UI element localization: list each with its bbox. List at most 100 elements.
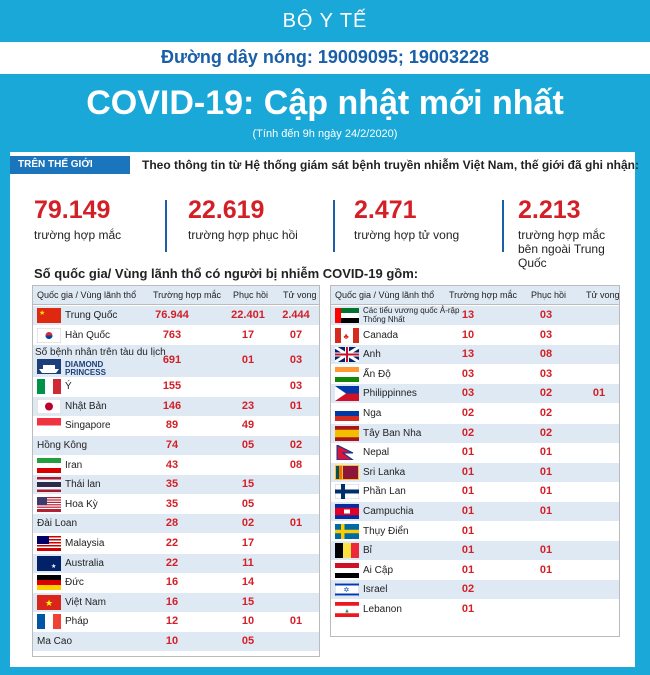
country-name: Trung Quốc [65, 310, 118, 321]
value-cases: 16 [165, 595, 179, 608]
flag-icon [37, 379, 61, 395]
table-row: Campuchia 01 01 [331, 502, 619, 521]
stat-outside-china: 2.213 trường hợp mắc bên ngoài Trung Quố… [518, 196, 628, 270]
column-header-recovered: Phục hồi [233, 290, 269, 300]
country-name: Nga [363, 408, 382, 419]
value-recovered: 02 [539, 407, 553, 419]
table-row: Thái lan 35 15 [33, 475, 319, 495]
table-row: ★ Việt Nam 16 15 [33, 592, 319, 612]
value-cases: 35 [165, 478, 179, 491]
value-cases: 146 [162, 399, 182, 412]
table-row: Iran 43 08 [33, 456, 319, 475]
value-cases: 691 [162, 354, 182, 367]
value-recovered: 03 [539, 367, 553, 380]
country-name: Lebanon [363, 604, 402, 615]
headline: COVID-19: Cập nhật mới nhất [86, 84, 564, 122]
value-recovered: 11 [242, 556, 254, 569]
table-row: Đài Loan 28 02 01 [33, 514, 319, 534]
country-name: Campuchia [363, 506, 414, 517]
flag-icon [334, 345, 360, 364]
value-cases: 01 [461, 524, 475, 537]
value-recovered: 02 [241, 517, 255, 530]
column-header-cases: Trường hợp mắc [449, 290, 518, 300]
hotline-bar [0, 42, 650, 74]
table-row: ▲ Lebanon 01 [331, 600, 619, 619]
table-row: Hồng Kông 74 05 02 [33, 436, 319, 455]
country-name: Canada [363, 329, 399, 341]
country-name: Iran [65, 459, 83, 471]
column-header-deaths: Tử vong [283, 290, 317, 300]
country-name: Việt Nam [65, 596, 106, 608]
stat-label: trường hợp mắc bên ngoài Trung Quốc [518, 228, 606, 270]
value-recovered: 02 [539, 387, 553, 400]
flag-icon [37, 496, 61, 512]
value-cases: 22 [165, 537, 179, 549]
table-row: ★ Australia 22 11 [33, 553, 319, 573]
value-deaths: 01 [289, 399, 303, 412]
table-row: Ai Cập 01 01 [331, 561, 619, 580]
flag-icon [37, 575, 61, 591]
table-header-row: Quốc gia / Vùng lãnh thổ Trường hợp mắc Ph… [33, 286, 319, 305]
value-recovered: 01 [539, 446, 553, 459]
table-row: Tây Ban Nha 02 02 [331, 423, 619, 443]
country-name: Philippinnes [363, 388, 417, 400]
value-recovered: 03 [539, 309, 553, 321]
country-name: Hồng Kông [37, 440, 88, 451]
country-name: Số bệnh nhân trên tàu du lịch [35, 347, 166, 359]
table-row: Philippinnes 03 02 01 [331, 384, 619, 404]
table-row: Đức 16 14 [33, 573, 319, 592]
value-cases: 02 [461, 426, 475, 439]
table-row: ★ Trung Quốc 76.944 22.401 2.444 [33, 306, 319, 325]
table-row: ✡ Israel 02 [331, 580, 619, 600]
value-cases: 01 [461, 563, 475, 576]
country-name: Phần Lan [363, 486, 406, 498]
table-row: Nepal 01 01 [331, 443, 619, 462]
value-cases: 763 [162, 328, 182, 341]
country-name: Australia [65, 557, 104, 569]
table-header-row: Quốc gia / Vùng lãnh thổ Trường hợp mắc Ph… [331, 286, 620, 305]
value-deaths: 02 [289, 439, 303, 451]
flag-icon [37, 614, 61, 630]
value-recovered: 01 [539, 563, 553, 576]
stat-deaths: 2.471 trường hợp tử vong [354, 196, 459, 242]
table-row: Ấn Độ 03 03 [331, 365, 619, 384]
value-recovered: 01 [539, 485, 553, 498]
table-row: Ma Cao 10 05 [33, 632, 319, 651]
divider [502, 200, 504, 252]
country-name: Thụy Điển [363, 525, 409, 537]
value-recovered: 10 [241, 615, 255, 628]
value-deaths: 08 [289, 458, 303, 471]
right-country-table: Quốc gia / Vùng lãnh thổ Trường hợp mắc Ph… [330, 285, 620, 637]
flag-icon [37, 457, 61, 473]
flag-icon: ✡ [334, 581, 360, 598]
header-band [0, 0, 650, 42]
divider [333, 200, 335, 252]
value-recovered: 05 [241, 497, 255, 510]
value-cases: 13 [461, 309, 475, 321]
value-recovered: 01 [241, 354, 255, 367]
value-recovered: 23 [241, 399, 255, 412]
flag-icon [37, 477, 61, 493]
flag-icon: ★ [37, 594, 61, 610]
value-cases: 10 [165, 635, 179, 647]
flag-icon: ★ [37, 308, 61, 323]
table-row: Ý 155 03 [33, 377, 319, 396]
country-name: Ma Cao [37, 636, 73, 647]
value-cases: 02 [461, 407, 475, 419]
stat-label: trường hợp tử vong [354, 228, 460, 242]
hotline-text: Đường dây nóng: 19009095; 19003228 [161, 47, 489, 67]
value-recovered: 08 [539, 348, 553, 361]
flag-icon: ★ [37, 555, 61, 571]
value-cases: 28 [165, 517, 179, 530]
column-header-country: Quốc gia / Vùng lãnh thổ [37, 290, 137, 300]
value-recovered: 17 [241, 537, 255, 549]
stat-value: 2.213 [518, 196, 581, 224]
value-cases: 03 [461, 387, 475, 400]
value-cases: 03 [461, 367, 475, 380]
country-name: Nhật Bản [65, 400, 107, 412]
table-row: Số bệnh nhân trên tàu du lịch DIAMOND PRI… [33, 345, 319, 378]
value-recovered: 05 [241, 635, 255, 647]
country-name: Tây Ban Nha [363, 427, 422, 439]
value-cases: 22 [165, 556, 179, 569]
value-cases: 10 [461, 328, 475, 341]
